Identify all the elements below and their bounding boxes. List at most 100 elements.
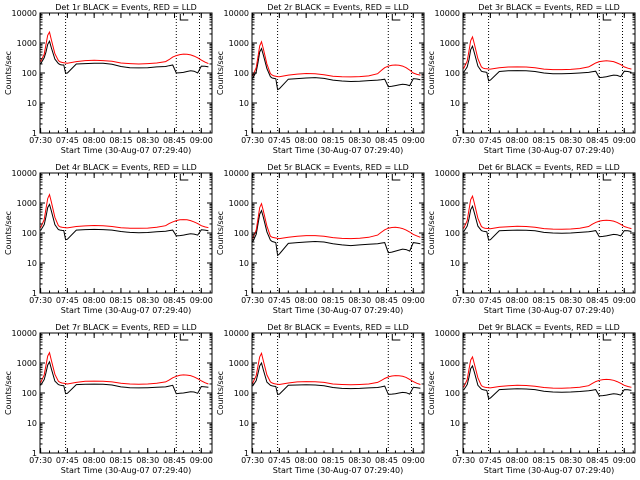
y-axis-label: Counts/sec [216,211,225,255]
y-tick-label: 10 [450,419,460,428]
x-tick-label: 08:00 [295,296,318,305]
y-axis-label: Counts/sec [427,51,436,95]
y-tick-label: 1 [244,289,249,298]
x-tick-label: 08:15 [321,296,344,305]
events-series-line [463,44,632,82]
y-tick-label: 100 [445,229,460,238]
x-tick-label: 08:30 [348,136,371,145]
x-axis-label: Start Time (30-Aug-07 07:29:40) [61,466,192,475]
x-tick-label: 08:15 [532,456,555,465]
x-tick-label: 08:15 [109,456,132,465]
y-axis-label: Counts/sec [216,371,225,415]
y-tick-label: 1000 [440,199,460,208]
lld-series-line [40,351,209,385]
x-tick-label: 08:45 [586,296,609,305]
panel-title: Det 7r BLACK = Events, RED = LLD [55,323,197,332]
x-tick-label: 07:30 [452,136,475,145]
y-tick-label: 10 [450,99,460,108]
x-tick-label: 07:45 [268,136,291,145]
events-series-line [40,39,209,74]
y-tick-label: 100 [445,389,460,398]
y-tick-label: 10000 [435,9,460,18]
x-tick-label: 08:30 [559,456,582,465]
detector-panel-4: Det 4r BLACK = Events, RED = LLD 1 10 100 10… [4,163,213,315]
x-tick-label: 08:30 [136,296,159,305]
panel-title: Det 5r BLACK = Events, RED = LLD [267,163,409,172]
y-tick-label: 10000 [224,9,249,18]
events-series-line [252,361,421,395]
x-tick-label: 08:00 [83,456,106,465]
panel-title: Det 3r BLACK = Events, RED = LLD [478,3,620,12]
x-axis-label: Start Time (30-Aug-07 07:29:40) [484,466,615,475]
y-tick-label: 10000 [435,329,460,338]
x-tick-label: 08:00 [506,136,529,145]
panel-title: Det 4r BLACK = Events, RED = LLD [55,163,197,172]
events-series-line [40,360,209,395]
x-tick-label: 08:30 [136,136,159,145]
x-tick-label: 07:45 [268,456,291,465]
panel-title: Det 1r BLACK = Events, RED = LLD [55,3,197,12]
y-tick-label: 1 [455,449,460,458]
y-tick-label: 1 [32,449,37,458]
panel-title: Det 2r BLACK = Events, RED = LLD [267,3,409,12]
interval-bracket-mark [391,174,401,181]
x-tick-label: 07:30 [452,296,475,305]
x-tick-label: 09:00 [190,456,213,465]
detector-panel-1: Det 1r BLACK = Events, RED = LLD 1 10 100 10… [4,3,213,155]
detector-panel-8: Det 8r BLACK = Events, RED = LLD 1 10 100 10… [216,323,425,475]
interval-bracket-mark [179,174,189,181]
y-tick-label: 100 [22,229,37,238]
x-tick-label: 08:00 [506,456,529,465]
x-tick-label: 08:15 [109,296,132,305]
events-series-line [40,203,209,241]
y-tick-label: 100 [22,69,37,78]
y-tick-label: 10 [239,259,249,268]
x-tick-label: 08:30 [559,136,582,145]
lld-series-line [252,40,421,78]
x-tick-label: 07:30 [241,296,264,305]
x-tick-label: 07:45 [56,296,79,305]
x-tick-label: 08:30 [348,456,371,465]
y-tick-label: 100 [234,389,249,398]
x-tick-label: 07:45 [56,456,79,465]
x-tick-label: 09:00 [402,296,425,305]
y-tick-label: 100 [234,69,249,78]
lld-series-line [40,30,209,65]
x-axis-label: Start Time (30-Aug-07 07:29:40) [273,466,404,475]
x-tick-label: 07:45 [479,456,502,465]
x-tick-label: 08:45 [586,456,609,465]
x-tick-label: 07:45 [268,296,291,305]
y-tick-label: 10 [239,99,249,108]
interval-bracket-mark [602,14,612,21]
y-tick-label: 100 [22,389,37,398]
y-axis-label: Counts/sec [216,51,225,95]
x-axis-label: Start Time (30-Aug-07 07:29:40) [484,146,615,155]
x-tick-label: 08:15 [321,456,344,465]
lld-series-line [40,193,209,229]
interval-bracket-mark [179,334,189,341]
x-tick-label: 08:45 [586,136,609,145]
x-tick-label: 08:30 [348,296,371,305]
y-tick-label: 1 [244,449,249,458]
y-tick-label: 1 [455,289,460,298]
x-axis-label: Start Time (30-Aug-07 07:29:40) [273,306,404,315]
x-tick-label: 08:15 [109,136,132,145]
x-tick-label: 08:45 [375,136,398,145]
y-axis-label: Counts/sec [4,371,13,415]
y-axis-label: Counts/sec [4,51,13,95]
y-tick-label: 10000 [224,329,249,338]
panel-title: Det 9r BLACK = Events, RED = LLD [478,323,620,332]
y-tick-label: 100 [445,69,460,78]
x-tick-label: 08:30 [559,296,582,305]
y-tick-label: 1000 [17,39,37,48]
lld-series-line [252,202,421,240]
x-tick-label: 08:45 [163,296,186,305]
events-series-line [252,209,421,257]
x-tick-label: 08:30 [136,456,159,465]
x-tick-label: 09:00 [613,136,636,145]
lld-series-line [252,351,421,386]
x-tick-label: 08:00 [83,136,106,145]
y-tick-label: 10000 [12,9,37,18]
y-tick-label: 10 [27,99,37,108]
detector-panel-7: Det 7r BLACK = Events, RED = LLD 1 10 100 10… [4,323,213,475]
